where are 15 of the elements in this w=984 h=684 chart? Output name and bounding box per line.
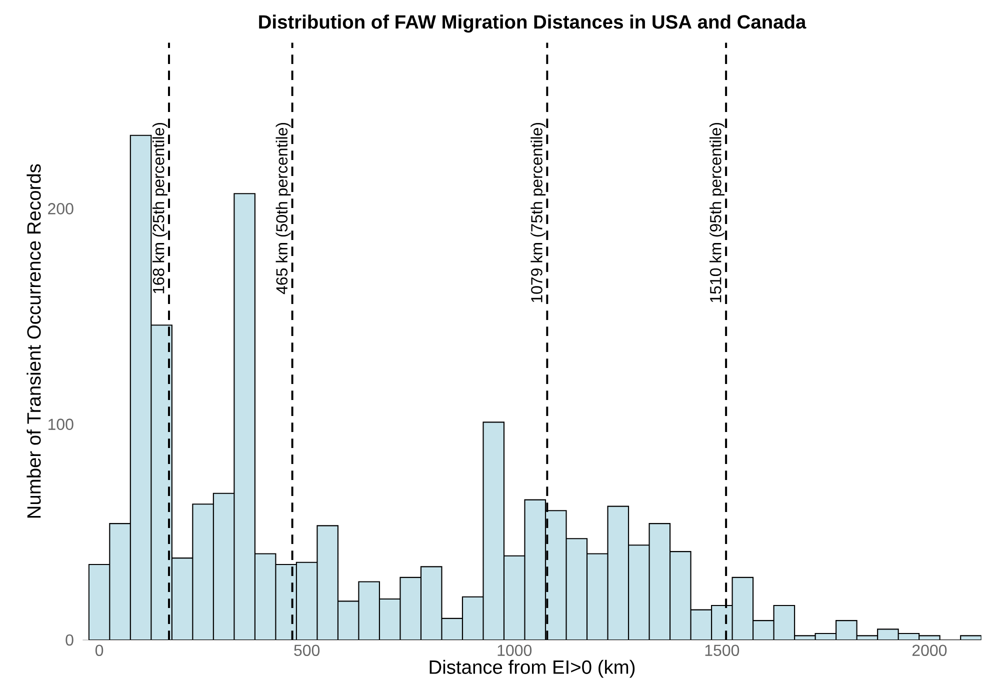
ref-line-label: 1510 km (95th percentile) xyxy=(710,122,724,302)
x-tick-label: 1500 xyxy=(705,644,740,656)
x-tick-label: 500 xyxy=(294,644,320,656)
ref-line-label: 1079 km (75th percentile) xyxy=(530,122,546,302)
chart-title: Distribution of FAW Migration Distances in USA and Canada xyxy=(259,14,806,33)
y-tick-label: 100 xyxy=(48,418,74,430)
y-axis-title: Number of Transient Occurrence Records xyxy=(26,164,41,518)
ref-line-label: 168 km (25th percentile) xyxy=(152,122,168,294)
x-tick-label: 2000 xyxy=(912,644,947,656)
x-tick-label: 1000 xyxy=(498,644,532,656)
y-tick-label: 200 xyxy=(48,203,74,214)
ref-line-label: 465 km (50th percentile) xyxy=(276,122,291,294)
y-tick-label: 0 xyxy=(66,634,74,646)
x-axis-title: Distance from EI>0 (km) xyxy=(430,660,635,678)
x-tick-label: 0 xyxy=(95,644,104,656)
